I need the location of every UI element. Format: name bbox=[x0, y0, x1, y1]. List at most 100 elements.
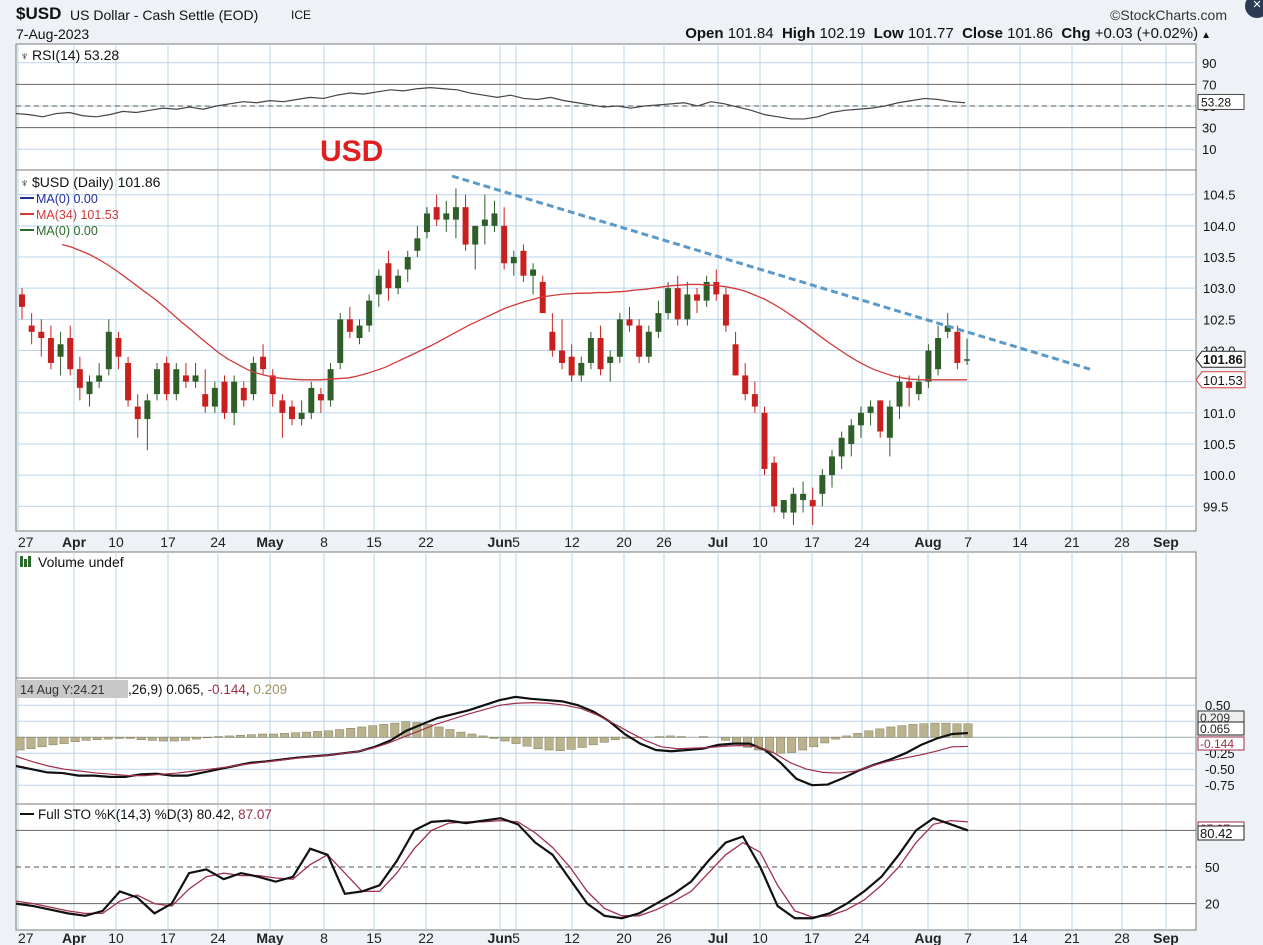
price-x-label: 17 bbox=[804, 534, 820, 550]
candle-body bbox=[134, 406, 141, 420]
macd-hist-bar bbox=[500, 736, 510, 742]
candle-body bbox=[260, 356, 267, 370]
candle-body bbox=[742, 375, 749, 395]
macd-hist-bar bbox=[886, 726, 896, 738]
candle-body bbox=[954, 331, 961, 363]
macd-hist-bar bbox=[555, 736, 565, 751]
macd-y-tick: -0.75 bbox=[1205, 778, 1235, 793]
macd-hist-bar bbox=[335, 729, 345, 738]
candle-body bbox=[530, 269, 537, 276]
candle-body bbox=[655, 313, 662, 332]
price-x-label: 28 bbox=[1114, 534, 1130, 550]
candle-body bbox=[501, 225, 508, 264]
sto-x-label: Sep bbox=[1153, 930, 1179, 945]
macd-hist-bar bbox=[92, 736, 102, 741]
macd-hist-bar bbox=[875, 728, 885, 738]
rsi-legend: RSI(14) 53.28 bbox=[32, 47, 119, 63]
close-value: 101.86 bbox=[1007, 25, 1053, 42]
sto-x-label: 20 bbox=[616, 930, 632, 945]
price-x-label: Apr bbox=[62, 534, 87, 550]
price-x-label: 21 bbox=[1064, 534, 1080, 550]
candle-body bbox=[645, 331, 652, 357]
price-x-label: 20 bbox=[616, 534, 632, 550]
instrument-name: US Dollar - Cash Settle (EOD) bbox=[70, 7, 259, 23]
macd-hist-bar bbox=[346, 727, 356, 738]
sto-x-label: Jun bbox=[488, 930, 513, 945]
candle-body bbox=[163, 362, 170, 395]
macd-hist-bar bbox=[368, 725, 378, 738]
candle-body bbox=[105, 331, 112, 370]
sto-x-label: 24 bbox=[854, 930, 870, 945]
macd-hist-bar bbox=[379, 724, 389, 738]
price-x-label: Jun bbox=[488, 534, 513, 550]
macd-hist-bar bbox=[588, 736, 598, 746]
sto-x-label: 7 bbox=[964, 930, 972, 945]
candle-body bbox=[462, 207, 469, 245]
price-y-tick: 100.5 bbox=[1203, 437, 1236, 452]
macd-hist-bar bbox=[48, 736, 58, 746]
macd-hist-bar bbox=[357, 726, 367, 738]
candle-body bbox=[443, 213, 450, 220]
macd-last-label: -0.144 bbox=[1200, 737, 1234, 751]
macd-hist-bar bbox=[158, 736, 168, 742]
candle-body bbox=[510, 257, 517, 264]
macd-hist-bar bbox=[952, 723, 962, 738]
candle-body bbox=[906, 381, 913, 388]
macd-hist-bar bbox=[676, 736, 686, 738]
price-x-label: 7 bbox=[964, 534, 972, 550]
candle-body bbox=[539, 281, 546, 314]
candle-body bbox=[925, 350, 932, 382]
candle-body bbox=[935, 338, 942, 370]
candle-body bbox=[125, 362, 132, 401]
candle-body bbox=[703, 281, 710, 301]
chart-date: 7-Aug-2023 bbox=[16, 26, 90, 42]
candle-body bbox=[452, 207, 459, 220]
rsi-y-tick: 90 bbox=[1202, 56, 1216, 71]
ohlc-summary: Open 101.84 High 102.19 Low 101.77 Close… bbox=[685, 25, 1211, 42]
candle-body bbox=[289, 406, 295, 420]
close-icon[interactable]: × bbox=[1245, 0, 1263, 18]
rsi-y-tick: 70 bbox=[1202, 77, 1216, 92]
price-x-label: 17 bbox=[160, 534, 176, 550]
candle-body bbox=[356, 325, 363, 339]
price-last-box bbox=[1195, 350, 1246, 368]
chg-label: Chg bbox=[1061, 25, 1091, 42]
candle-body bbox=[857, 412, 864, 426]
macd-hist-bar bbox=[191, 736, 201, 740]
price-y-tick: 103.0 bbox=[1203, 281, 1236, 296]
candle-body bbox=[549, 331, 556, 351]
price-x-label: 26 bbox=[656, 534, 672, 550]
macd-hist-bar bbox=[324, 730, 334, 738]
ma-legend-label: MA(34) 101.53 bbox=[36, 208, 119, 222]
macd-hist-bar bbox=[566, 736, 576, 750]
price-legend-icon: ♆ bbox=[20, 176, 29, 190]
macd-hist-bar bbox=[665, 735, 675, 738]
candle-body bbox=[154, 369, 160, 395]
macd-legend-part: , bbox=[246, 682, 254, 697]
sto-x-label: 10 bbox=[108, 930, 124, 945]
macd-hist-bar bbox=[820, 736, 830, 744]
macd-hist-bar bbox=[842, 735, 852, 738]
macd-hist-bar bbox=[81, 736, 91, 741]
candle-body bbox=[346, 319, 353, 332]
macd-hist-bar bbox=[15, 736, 25, 751]
rsi-line bbox=[15, 87, 966, 120]
macd-hist-bar bbox=[809, 736, 819, 748]
candle-body bbox=[800, 493, 807, 501]
price-x-label: 14 bbox=[1012, 534, 1028, 550]
macd-hist-bar bbox=[930, 722, 940, 738]
macd-hist-bar bbox=[963, 723, 973, 738]
macd-hist-bar bbox=[302, 731, 312, 738]
macd-hist-bar bbox=[632, 736, 642, 739]
candle-body bbox=[626, 319, 633, 326]
price-x-label: May bbox=[256, 534, 283, 550]
sto-x-label: 12 bbox=[564, 930, 580, 945]
candle-body bbox=[67, 338, 74, 370]
macd-last-box bbox=[1197, 721, 1245, 736]
macd-hist-bar bbox=[258, 733, 267, 738]
candle-body bbox=[568, 356, 575, 376]
candle-body bbox=[771, 462, 778, 507]
macd-hist-bar bbox=[798, 736, 808, 751]
macd-line bbox=[15, 695, 969, 787]
open-label: Open bbox=[685, 25, 724, 42]
